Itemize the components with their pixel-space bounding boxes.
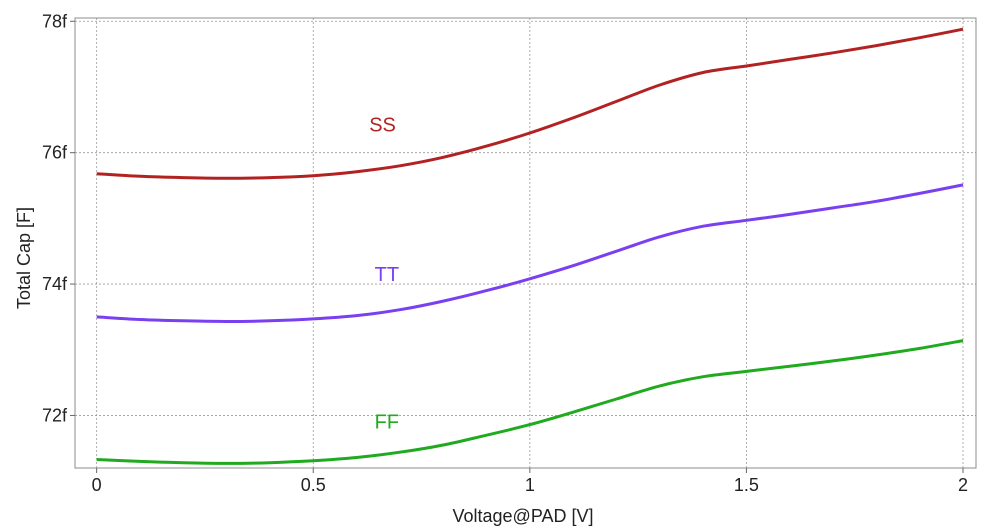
series-lines <box>96 27 964 465</box>
series-line-ss <box>96 27 964 180</box>
y-tick-label: 76f <box>42 143 68 163</box>
series-label-ss: SS <box>369 115 396 137</box>
plot-area-frame <box>74 17 977 469</box>
y-tick-label: 72f <box>42 405 68 425</box>
x-tick-label: 1.5 <box>734 475 759 495</box>
y-tick-label: 78f <box>42 11 68 31</box>
series-labels: SS TT FF <box>369 115 399 434</box>
x-tick-label: 0.5 <box>301 475 326 495</box>
series-label-ff: FF <box>375 412 399 434</box>
x-tick-label: 0 <box>92 475 102 495</box>
gridlines <box>75 18 976 468</box>
y-tick-label: 74f <box>42 274 68 294</box>
x-tick-label: 1 <box>525 475 535 495</box>
y-axis-title: Total Cap [F] <box>14 207 34 309</box>
series-line-tt <box>96 183 964 323</box>
axis-ticks: 0 0.5 1 1.5 2 72f 74f 76f 78f <box>42 11 968 495</box>
x-tick-label: 2 <box>958 475 968 495</box>
series-line-ff <box>96 339 964 465</box>
x-axis-title: Voltage@PAD [V] <box>452 506 593 526</box>
series-label-tt: TT <box>375 264 399 286</box>
